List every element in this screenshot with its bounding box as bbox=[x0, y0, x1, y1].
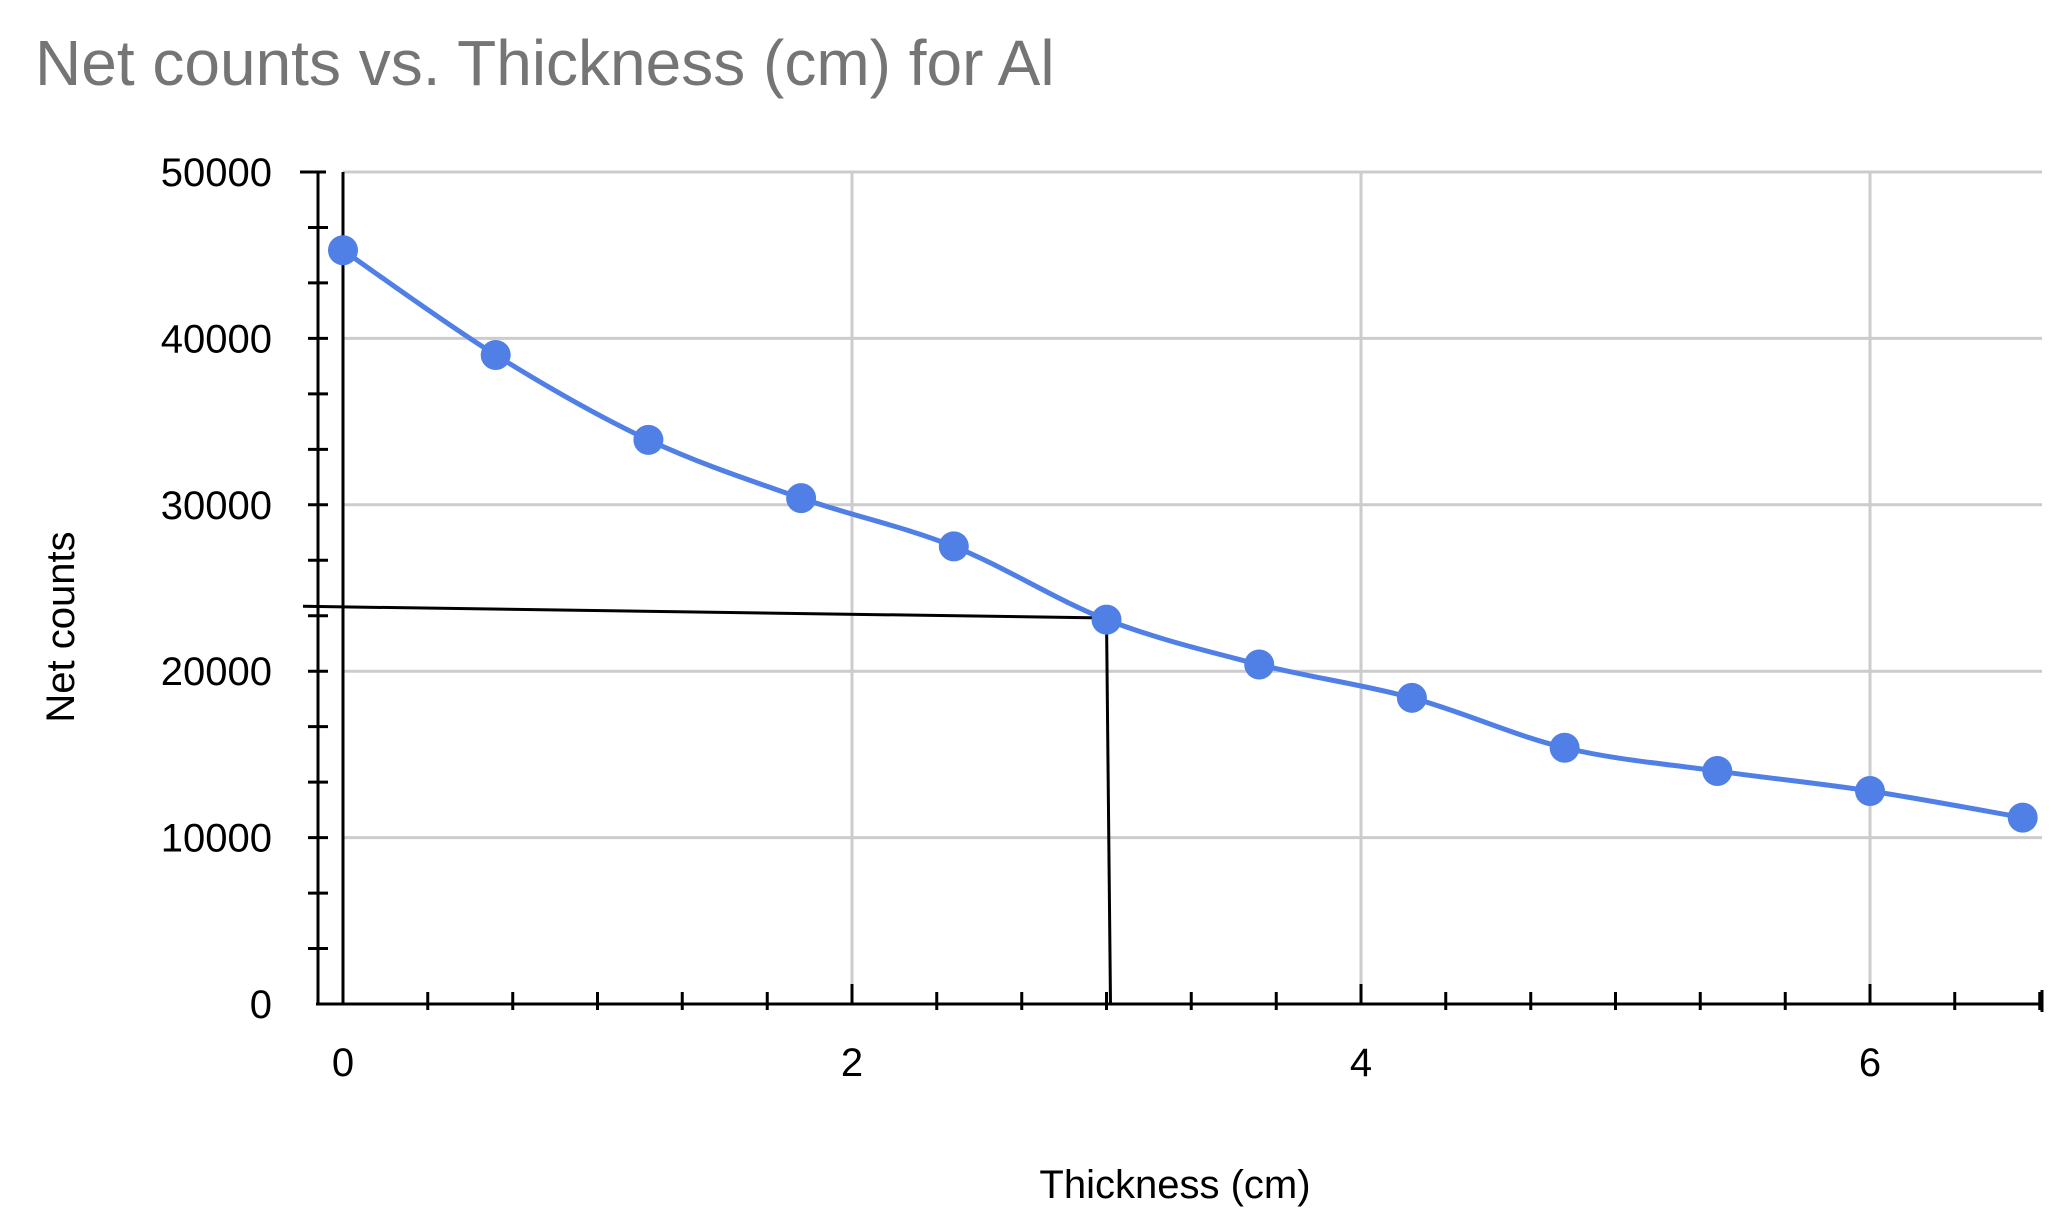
data-point bbox=[328, 235, 358, 266]
data-point bbox=[786, 483, 817, 514]
tick-labels: 0 10000 20000 30000 40000 50000 0 2 4 6 bbox=[161, 151, 1881, 1085]
x-tick-label: 6 bbox=[1859, 1041, 1881, 1085]
data-point bbox=[1396, 682, 1427, 713]
y-tick-label: 0 bbox=[250, 983, 272, 1027]
x-tick-label: 4 bbox=[1350, 1041, 1372, 1085]
data-series bbox=[328, 235, 2038, 833]
y-tick-label: 40000 bbox=[161, 317, 272, 361]
data-point bbox=[633, 424, 664, 455]
data-point bbox=[1855, 776, 1885, 807]
series-line bbox=[341, 248, 2024, 821]
gridlines bbox=[343, 170, 2042, 1004]
y-axis-label: Net counts bbox=[39, 531, 83, 722]
x-tick-label: 0 bbox=[332, 1041, 354, 1085]
data-point bbox=[1549, 732, 1580, 763]
guide-line bbox=[302, 604, 1112, 1005]
data-point bbox=[480, 340, 511, 371]
hand-drawn-annotations bbox=[302, 604, 1112, 1005]
x-tick-label: 2 bbox=[841, 1041, 863, 1085]
x-axis-label: Thickness (cm) bbox=[1039, 1163, 1310, 1207]
data-point bbox=[938, 531, 969, 562]
y-tick-label: 30000 bbox=[161, 484, 272, 528]
data-point bbox=[2007, 802, 2038, 833]
data-point bbox=[1244, 649, 1275, 680]
y-tick-label: 20000 bbox=[161, 650, 272, 694]
chart-title: Net counts vs. Thickness (cm) for Al bbox=[35, 27, 1055, 99]
data-point bbox=[1091, 604, 1122, 635]
data-point bbox=[1702, 756, 1733, 787]
y-tick-label: 50000 bbox=[161, 151, 272, 195]
y-tick-label: 10000 bbox=[161, 817, 272, 861]
axes bbox=[300, 170, 2044, 1012]
